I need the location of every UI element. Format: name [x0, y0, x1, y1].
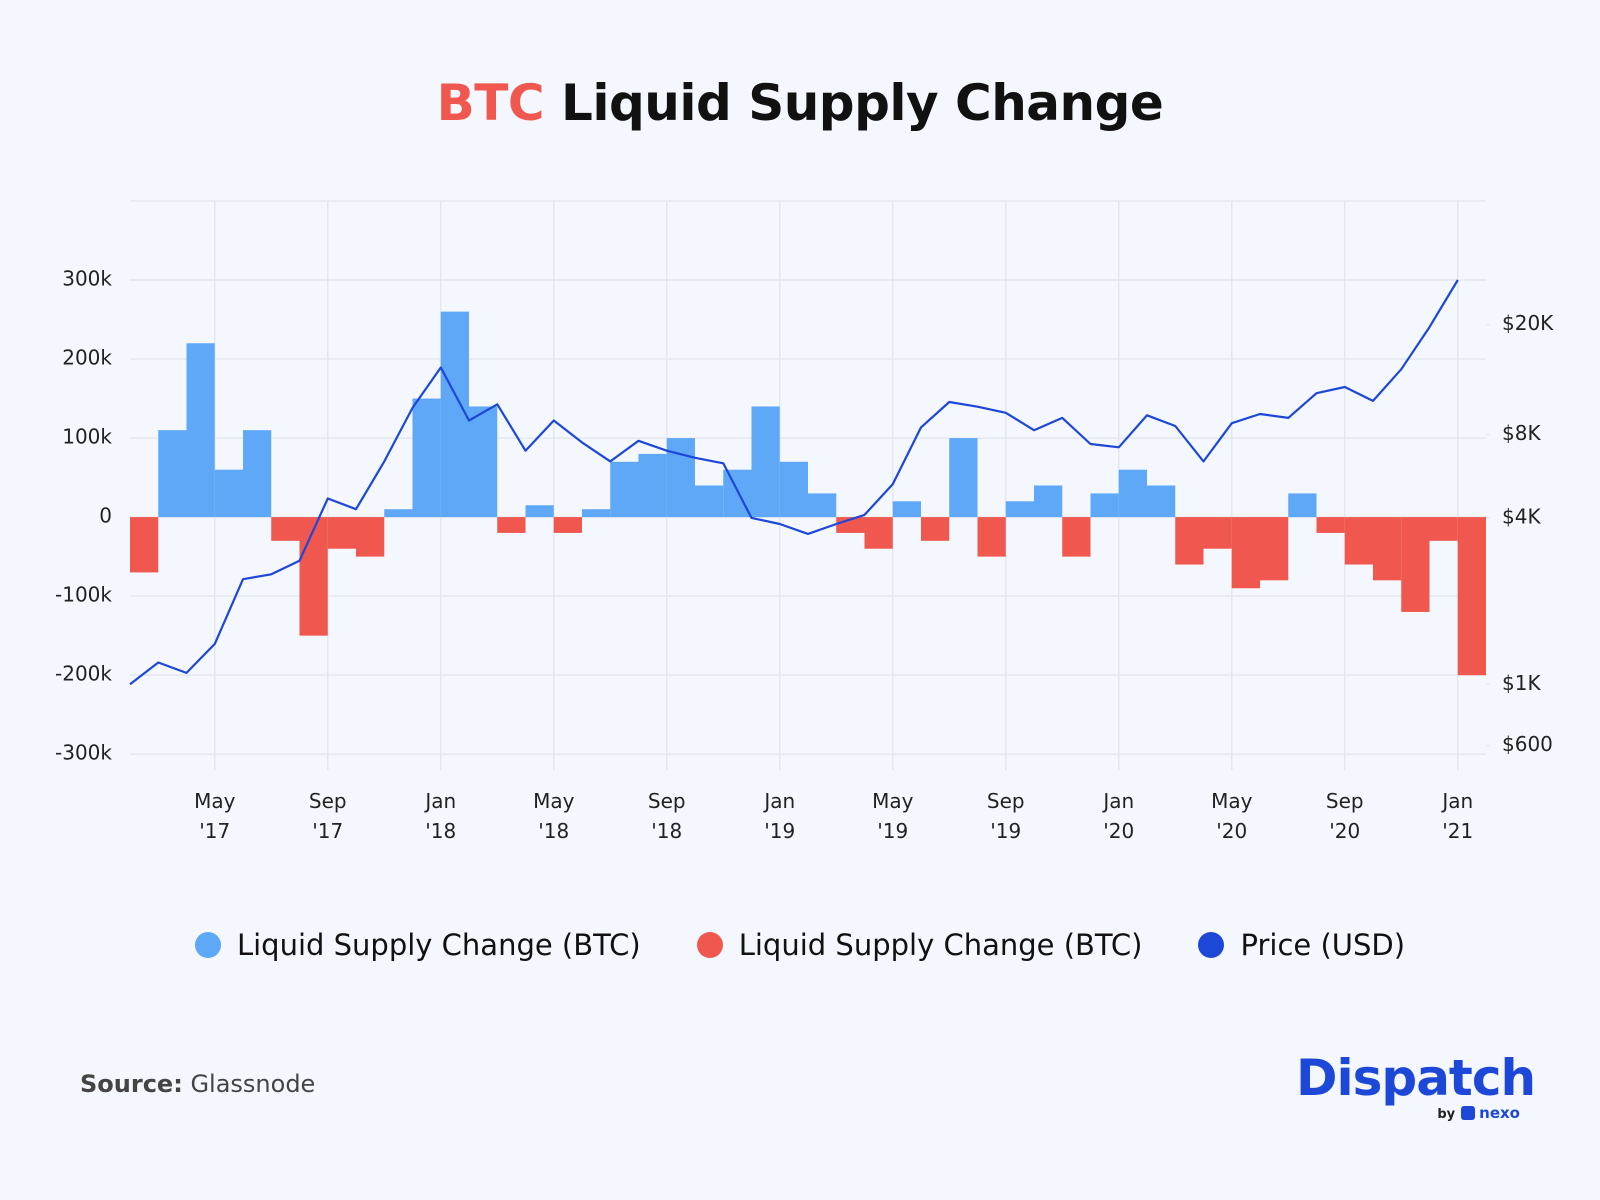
bar [921, 517, 950, 541]
x-tick-label: May '18 [533, 789, 575, 843]
bar [130, 517, 159, 573]
bar [1288, 493, 1317, 518]
bar [356, 517, 385, 557]
source: Source: Glassnode [80, 1070, 315, 1098]
x-tick-label: Sep '18 [647, 789, 686, 843]
bar [1373, 517, 1402, 581]
bar [1316, 517, 1345, 533]
legend: Liquid Supply Change (BTC) Liquid Supply … [0, 928, 1600, 962]
brand-partner: nexo [1479, 1104, 1520, 1122]
bar [158, 430, 187, 518]
x-tick-label: May '17 [194, 789, 236, 843]
legend-label: Liquid Supply Change (BTC) [738, 928, 1143, 962]
y-tick-label: -300k [55, 741, 112, 765]
bar [440, 311, 469, 518]
bar [666, 438, 695, 518]
price-line [129, 279, 1459, 686]
bar [1260, 517, 1289, 581]
legend-item: Liquid Supply Change (BTC) [696, 928, 1143, 962]
brand-logo: Dispatch by nexo [1296, 1048, 1536, 1122]
bar [582, 509, 611, 518]
legend-marker [1198, 932, 1225, 958]
y2-tick-label: $1K [1502, 671, 1541, 695]
y-tick-label: 300k [62, 267, 112, 291]
bar [808, 493, 837, 518]
x-tick-label: Sep '17 [308, 789, 347, 843]
bar [864, 517, 893, 549]
y-tick-label: -100k [55, 583, 112, 607]
bar [892, 501, 921, 518]
bar [186, 343, 215, 518]
bar [1203, 517, 1232, 549]
brand-icon [1461, 1106, 1476, 1120]
source-name: Glassnode [190, 1070, 316, 1098]
bar [1090, 493, 1119, 518]
x-tick-label: Jan '20 [1103, 789, 1135, 843]
x-tick-label: Jan '19 [764, 789, 796, 843]
bar [1175, 517, 1204, 565]
x-tick-label: Sep '20 [1325, 789, 1364, 843]
bar [412, 398, 441, 518]
legend-marker [696, 932, 723, 958]
x-tick-label: Sep '19 [986, 789, 1025, 843]
x-tick-label: May '20 [1211, 789, 1253, 843]
bar [1062, 517, 1091, 557]
bar [751, 406, 780, 518]
bar [638, 453, 667, 518]
bar [1034, 485, 1063, 518]
x-tick-label: Jan '21 [1442, 789, 1474, 843]
bar [695, 485, 724, 518]
bar [327, 517, 356, 549]
bar [1147, 485, 1176, 518]
bar [469, 406, 498, 518]
bar [497, 517, 526, 533]
y-tick-label: 200k [62, 346, 112, 370]
legend-item: Price (USD) [1198, 928, 1405, 962]
y2-tick-label: $600 [1502, 732, 1553, 756]
bar [1457, 517, 1486, 676]
x-tick-label: May '19 [872, 789, 914, 843]
bar [299, 517, 328, 636]
y2-tick-label: $4K [1502, 504, 1541, 528]
bar [1118, 469, 1147, 518]
y-tick-label: -200k [55, 662, 112, 686]
y2-tick-label: $20K [1502, 311, 1554, 335]
y2-tick-label: $8K [1502, 421, 1541, 445]
bar [525, 505, 554, 518]
y-tick-label: 0 [99, 504, 112, 528]
legend-label: Price (USD) [1240, 928, 1406, 962]
bar [977, 517, 1006, 557]
legend-marker [194, 932, 221, 958]
legend-label: Liquid Supply Change (BTC) [236, 928, 641, 962]
x-tick-label: Jan '18 [425, 789, 457, 843]
bar [271, 517, 300, 541]
brand-name: Dispatch [1296, 1049, 1536, 1107]
bar [610, 461, 639, 518]
chart-title: BTC Liquid Supply Change [436, 74, 1164, 132]
bar [779, 461, 808, 518]
bar [214, 469, 243, 518]
bar [1429, 517, 1458, 541]
bar [384, 509, 413, 518]
source-label: Source: [80, 1070, 183, 1098]
brand-sub: by nexo [1296, 1104, 1520, 1122]
bar [553, 517, 582, 533]
bar [243, 430, 272, 518]
bar [1401, 517, 1430, 612]
bar [1231, 517, 1260, 589]
bar [949, 438, 978, 518]
y-tick-label: 100k [62, 425, 112, 449]
bar [1344, 517, 1373, 565]
legend-item: Liquid Supply Change (BTC) [194, 928, 641, 962]
bar [1005, 501, 1034, 518]
brand-by: by [1437, 1107, 1456, 1122]
